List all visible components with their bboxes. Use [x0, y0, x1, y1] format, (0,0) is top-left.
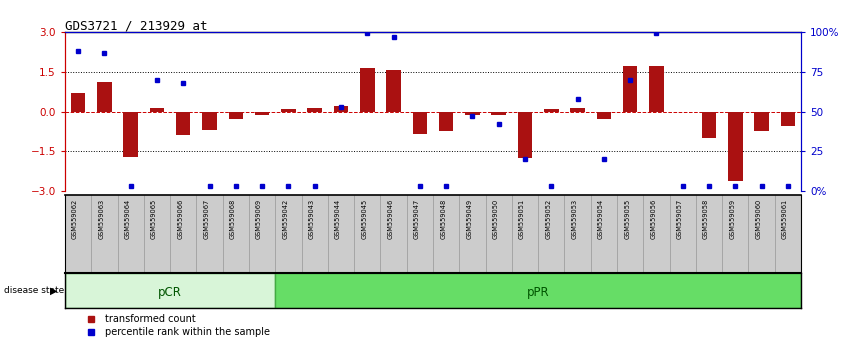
Text: pPR: pPR: [527, 286, 549, 298]
Bar: [780, 112, 795, 126]
Text: GSM559052: GSM559052: [546, 199, 552, 239]
Bar: [728, 112, 742, 181]
Bar: [518, 112, 533, 158]
Bar: [650, 67, 663, 112]
Bar: [386, 70, 401, 112]
Bar: [701, 112, 716, 138]
Text: GSM559048: GSM559048: [440, 199, 446, 239]
Text: GSM559053: GSM559053: [572, 199, 578, 239]
Bar: [281, 109, 295, 112]
Text: GSM559061: GSM559061: [782, 199, 788, 239]
Bar: [544, 109, 559, 112]
Bar: [439, 112, 454, 131]
Text: GSM559046: GSM559046: [388, 199, 393, 239]
Bar: [203, 112, 216, 130]
Text: GSM559050: GSM559050: [493, 199, 499, 239]
Bar: [124, 112, 138, 156]
Bar: [571, 108, 585, 112]
Text: GSM559051: GSM559051: [519, 199, 525, 239]
Bar: [623, 67, 637, 112]
Text: GSM559058: GSM559058: [703, 199, 709, 239]
Bar: [229, 112, 243, 120]
Bar: [754, 112, 769, 131]
Text: GSM559044: GSM559044: [335, 199, 341, 239]
Bar: [255, 112, 269, 115]
Bar: [176, 112, 191, 135]
Bar: [465, 112, 480, 115]
Bar: [360, 68, 374, 112]
Text: GSM559064: GSM559064: [125, 199, 131, 239]
Text: GSM559069: GSM559069: [256, 199, 262, 239]
Text: GSM559047: GSM559047: [414, 199, 420, 239]
Bar: [71, 93, 86, 112]
Bar: [597, 112, 611, 120]
Text: GSM559067: GSM559067: [204, 199, 210, 239]
Bar: [333, 106, 348, 112]
Text: GSM559068: GSM559068: [229, 199, 236, 239]
Bar: [65, 273, 275, 308]
Text: GSM559043: GSM559043: [308, 199, 314, 239]
Bar: [275, 273, 801, 308]
Text: pCR: pCR: [158, 286, 182, 298]
Text: GSM559065: GSM559065: [151, 199, 157, 239]
Text: GSM559054: GSM559054: [598, 199, 604, 239]
Bar: [412, 112, 427, 134]
Text: GSM559059: GSM559059: [729, 199, 735, 239]
Text: GSM559057: GSM559057: [676, 199, 682, 239]
Text: ▶: ▶: [50, 285, 58, 295]
Text: GSM559063: GSM559063: [99, 199, 105, 239]
Legend: transformed count, percentile rank within the sample: transformed count, percentile rank withi…: [77, 310, 275, 341]
Text: disease state: disease state: [4, 286, 65, 295]
Bar: [307, 108, 322, 112]
Text: GSM559066: GSM559066: [178, 199, 184, 239]
Bar: [97, 82, 112, 112]
Text: GSM559055: GSM559055: [624, 199, 630, 239]
Text: GDS3721 / 213929_at: GDS3721 / 213929_at: [65, 19, 208, 32]
Text: GSM559049: GSM559049: [467, 199, 473, 239]
Bar: [150, 108, 165, 112]
Text: GSM559056: GSM559056: [650, 199, 656, 239]
Text: GSM559062: GSM559062: [72, 199, 78, 239]
Bar: [492, 112, 506, 115]
Text: GSM559060: GSM559060: [756, 199, 761, 239]
Text: GSM559045: GSM559045: [361, 199, 367, 239]
Text: GSM559042: GSM559042: [282, 199, 288, 239]
